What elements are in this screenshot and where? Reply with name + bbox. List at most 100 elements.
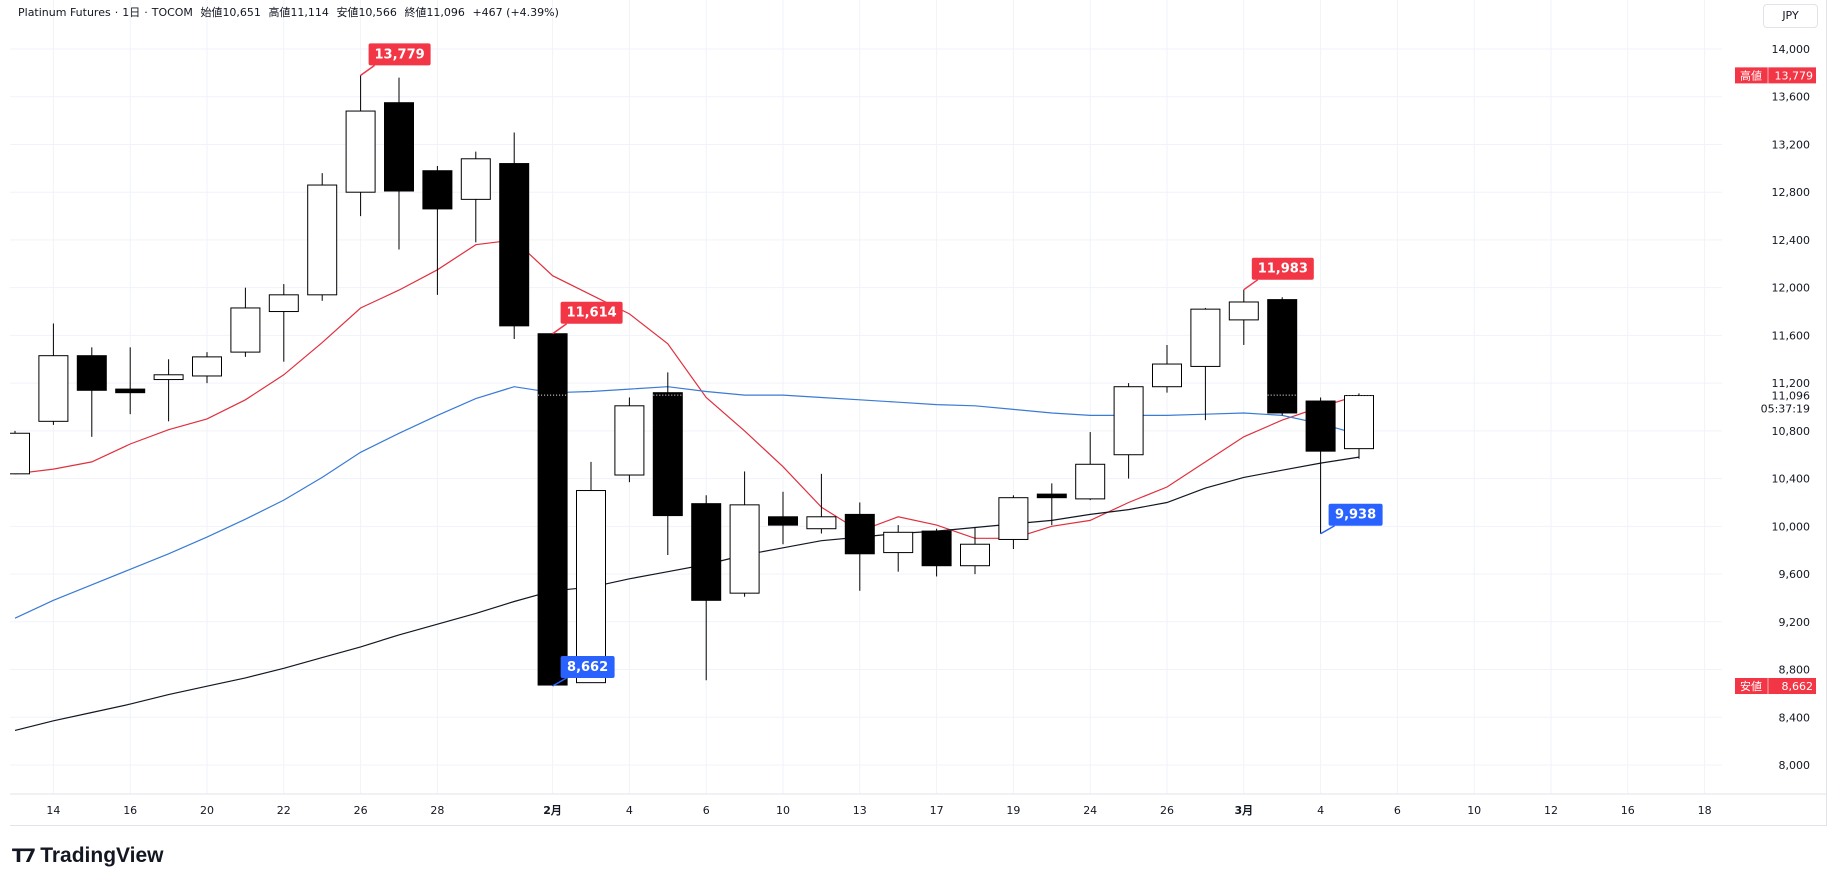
time-tick-label: 6 bbox=[1394, 804, 1401, 817]
annotation-pointer bbox=[1320, 525, 1335, 535]
tradingview-logo-icon: T7 bbox=[12, 845, 36, 867]
price-annotation-label[interactable] bbox=[1251, 257, 1314, 280]
candle-body[interactable] bbox=[691, 503, 722, 601]
low-label: 安値 bbox=[336, 6, 359, 19]
candle-body[interactable] bbox=[998, 497, 1029, 540]
axis-badge bbox=[1735, 678, 1816, 695]
moving-average-line bbox=[14, 239, 1360, 539]
candle-body[interactable] bbox=[921, 530, 952, 567]
countdown-label: 05:37:19 bbox=[1761, 403, 1810, 416]
time-tick-label: 16 bbox=[1621, 804, 1635, 817]
price-annotation-label[interactable] bbox=[1328, 503, 1383, 526]
symbol-name[interactable]: Platinum Futures bbox=[18, 6, 111, 19]
time-tick-label: 2月 bbox=[543, 804, 562, 817]
candle-body[interactable] bbox=[384, 102, 414, 192]
candle-body[interactable] bbox=[1190, 308, 1221, 367]
high-label: 高値 bbox=[268, 6, 291, 19]
price-tick-label: 12,800 bbox=[1772, 186, 1811, 199]
price-tick-label: 9,600 bbox=[1779, 568, 1811, 581]
candle-body[interactable] bbox=[1344, 395, 1374, 450]
price-tick-label: 14,000 bbox=[1772, 43, 1811, 56]
axis-badge-label: 安値 bbox=[1740, 679, 1762, 693]
candle-body[interactable] bbox=[38, 355, 69, 422]
candle-body[interactable] bbox=[537, 333, 568, 686]
interval[interactable]: 1日 bbox=[122, 6, 141, 19]
candle-body[interactable] bbox=[576, 490, 606, 684]
time-tick-label: 18 bbox=[1698, 804, 1712, 817]
candle-body[interactable] bbox=[1228, 301, 1259, 321]
candle-body[interactable] bbox=[460, 158, 491, 200]
price-annotation-text: 13,779 bbox=[375, 47, 425, 62]
candle-body[interactable] bbox=[268, 294, 299, 313]
time-tick-label: 22 bbox=[277, 804, 291, 817]
time-tick-label: 24 bbox=[1083, 804, 1097, 817]
price-annotation-text: 9,938 bbox=[1335, 508, 1376, 523]
time-tick-label: 19 bbox=[1006, 804, 1020, 817]
time-tick-label: 6 bbox=[703, 804, 710, 817]
axis-badge-label: 高値 bbox=[1740, 68, 1762, 82]
price-tick-label: 8,400 bbox=[1779, 711, 1811, 724]
price-annotation-label[interactable] bbox=[368, 43, 431, 66]
candle-body[interactable] bbox=[1075, 463, 1106, 500]
time-tick-label: 17 bbox=[930, 804, 944, 817]
price-tick-label: 9,200 bbox=[1779, 616, 1811, 629]
change-value: +467 (+4.39%) bbox=[472, 6, 559, 19]
annotation-pointer bbox=[360, 64, 376, 76]
time-tick-label: 26 bbox=[1160, 804, 1174, 817]
time-tick-label: 20 bbox=[200, 804, 214, 817]
moving-average-line bbox=[14, 386, 1360, 619]
price-annotation-label[interactable] bbox=[560, 656, 615, 679]
candle-body[interactable] bbox=[768, 516, 798, 526]
candle-body[interactable] bbox=[883, 531, 914, 554]
candlestick-chart[interactable]: 14,000 13,600 13,200 12,800 12,400 12,000 11,6… bbox=[10, 0, 1827, 826]
currency-button[interactable]: JPY bbox=[1763, 4, 1818, 28]
time-tick-label: 26 bbox=[354, 804, 368, 817]
candle-body[interactable] bbox=[10, 432, 30, 475]
candle-body[interactable] bbox=[422, 170, 453, 210]
time-tick-label: 10 bbox=[1467, 804, 1481, 817]
price-tick-label: 10,800 bbox=[1772, 425, 1811, 438]
candle-body[interactable] bbox=[115, 388, 146, 394]
high-value: 11,114 bbox=[290, 6, 329, 19]
candle-body[interactable] bbox=[960, 543, 990, 567]
close-label: 終値 bbox=[404, 6, 427, 19]
candle-body[interactable] bbox=[153, 374, 184, 381]
annotation-pointer bbox=[1243, 279, 1259, 291]
axis-badge-value: 13,779 bbox=[1775, 69, 1814, 82]
candle-body[interactable] bbox=[76, 355, 107, 391]
axis-badge-value: 8,662 bbox=[1782, 680, 1814, 693]
candle-body[interactable] bbox=[1267, 299, 1298, 414]
candle-body[interactable] bbox=[307, 184, 338, 296]
time-tick-label: 16 bbox=[123, 804, 137, 817]
price-tick-label: 8,800 bbox=[1779, 664, 1811, 677]
close-value: 11,096 bbox=[426, 6, 465, 19]
price-annotation-text: 8,662 bbox=[567, 660, 608, 675]
chart-frame[interactable]: 14,000 13,600 13,200 12,800 12,400 12,000 11,6… bbox=[10, 0, 1827, 826]
candle-body[interactable] bbox=[729, 504, 760, 594]
open-label: 始値 bbox=[200, 6, 223, 19]
candle-body[interactable] bbox=[652, 392, 683, 517]
candle-body[interactable] bbox=[1036, 493, 1067, 499]
last-price-label: 11,096 bbox=[1772, 390, 1811, 403]
candle-body[interactable] bbox=[614, 405, 645, 476]
tradingview-logo[interactable]: T7 TradingView bbox=[12, 844, 164, 868]
price-annotation-text: 11,983 bbox=[1258, 262, 1308, 277]
price-tick-label: 13,200 bbox=[1772, 138, 1811, 151]
logo-text: TradingView bbox=[40, 844, 164, 867]
candle-body[interactable] bbox=[345, 110, 376, 193]
candle-body[interactable] bbox=[806, 516, 837, 530]
candle-body[interactable] bbox=[1152, 363, 1182, 388]
low-value: 10,566 bbox=[358, 6, 397, 19]
candle-body[interactable] bbox=[844, 513, 875, 555]
price-tick-label: 10,000 bbox=[1772, 520, 1811, 533]
time-tick-label: 28 bbox=[430, 804, 444, 817]
candle-body[interactable] bbox=[499, 163, 530, 327]
time-tick-label: 4 bbox=[1317, 804, 1324, 817]
candle-body[interactable] bbox=[192, 356, 222, 377]
candle-body[interactable] bbox=[1113, 386, 1144, 456]
time-tick-label: 3月 bbox=[1234, 804, 1253, 817]
price-annotation-label[interactable] bbox=[560, 301, 623, 324]
candle-body[interactable] bbox=[230, 307, 261, 353]
symbol-header: Platinum Futures · 1日 · TOCOM 始値10,651 高値11,… bbox=[18, 6, 559, 19]
candle-body[interactable] bbox=[1305, 400, 1336, 452]
